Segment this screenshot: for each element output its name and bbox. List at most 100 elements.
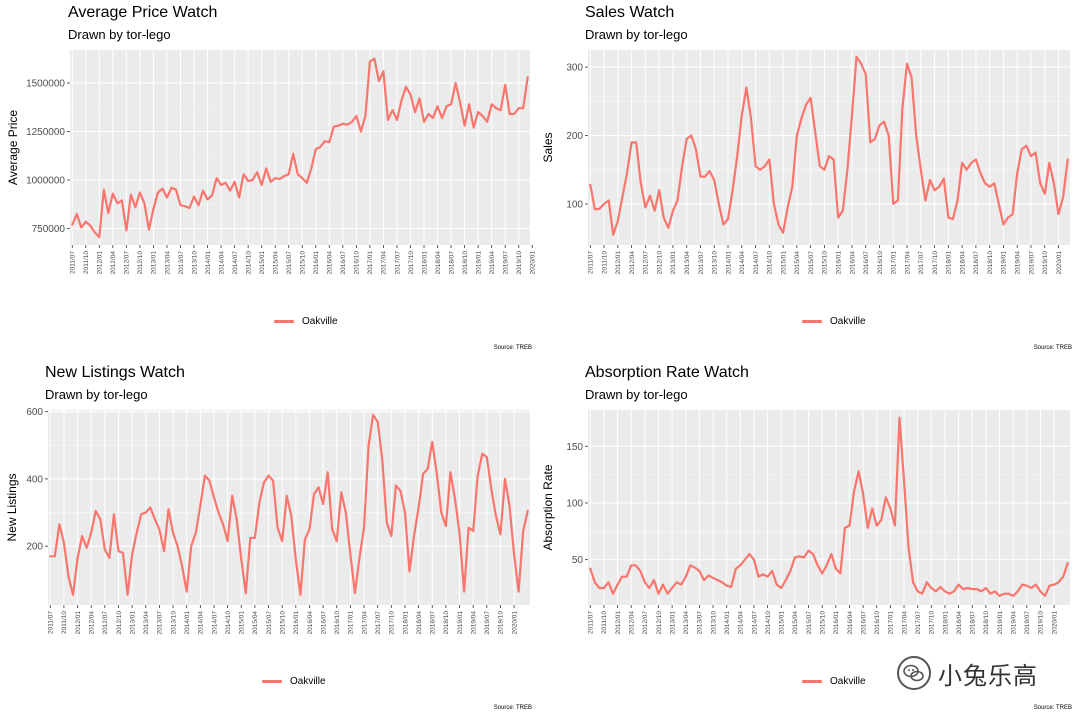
data-point (831, 553, 832, 554)
x-tick-label: 2018/10 (983, 611, 990, 635)
data-point (792, 186, 793, 187)
data-point (731, 586, 732, 587)
data-point (948, 217, 949, 218)
data-point (153, 209, 154, 210)
data-point (686, 138, 687, 139)
x-tick-label: 2019/07 (502, 251, 509, 275)
data-point (1040, 591, 1041, 592)
data-point (753, 559, 754, 560)
data-point (500, 534, 501, 535)
data-point (659, 190, 660, 191)
x-tick-label: 2012/07 (642, 611, 649, 635)
x-tick-label: 2012/04 (628, 611, 635, 635)
data-point (200, 505, 201, 506)
data-point (1035, 584, 1036, 585)
data-point (712, 577, 713, 578)
data-point (663, 217, 664, 218)
data-point (772, 570, 773, 571)
data-point (504, 478, 505, 479)
x-tick-label: 2015/04 (252, 611, 259, 635)
data-point (487, 121, 488, 122)
data-point (432, 117, 433, 118)
data-point (976, 589, 977, 590)
data-point (354, 593, 355, 594)
data-point (694, 567, 695, 568)
data-point (459, 532, 460, 533)
x-tick-label: 2016/07 (340, 251, 347, 275)
data-point (368, 445, 369, 446)
data-point (1022, 584, 1023, 585)
x-tick-label: 2016/07 (860, 611, 867, 635)
data-point (740, 565, 741, 566)
data-point (958, 584, 959, 585)
data-point (658, 593, 659, 594)
data-point (374, 58, 375, 59)
y-tick-label: 400 (26, 474, 43, 485)
x-tick-label: 2012/04 (629, 251, 636, 275)
data-point (990, 593, 991, 594)
data-point (311, 168, 312, 169)
data-point (749, 553, 750, 554)
data-point (413, 536, 414, 537)
data-point (685, 576, 686, 577)
x-tick-label: 2016/01 (313, 251, 320, 275)
legend-label: Oakville (302, 316, 338, 327)
data-point (323, 504, 324, 505)
x-tick-label: 2017/07 (394, 251, 401, 275)
x-tick-label: 2017/01 (367, 251, 374, 275)
data-point (496, 108, 497, 109)
x-tick-label: 2013/04 (684, 251, 691, 275)
line-chart: 100 200 300 2011/07 2011/10 2012/01 2012/04 201… (541, 50, 1070, 275)
data-point (318, 487, 319, 488)
data-point (284, 176, 285, 177)
x-tick-label: 2015/10 (819, 611, 826, 635)
data-point (382, 458, 383, 459)
x-tick-label: 2012/10 (116, 611, 123, 635)
data-point (72, 594, 73, 595)
data-point (796, 135, 797, 136)
data-point (1058, 214, 1059, 215)
source-note: Source: TREB (1033, 345, 1072, 351)
data-point (828, 156, 829, 157)
data-point (315, 148, 316, 149)
x-tick-label: 2018/04 (956, 611, 963, 635)
data-point (672, 210, 673, 211)
x-tick-label: 2013/07 (697, 611, 704, 635)
data-point (268, 475, 269, 476)
x-tick-label: 2016/10 (874, 611, 881, 635)
data-point (819, 166, 820, 167)
data-point (243, 174, 244, 175)
data-point (270, 181, 271, 182)
data-point (838, 217, 839, 218)
data-point (230, 190, 231, 191)
x-tick-label: 2017/07 (915, 611, 922, 635)
x-tick-label: 2013/04 (164, 251, 171, 275)
data-point (817, 565, 818, 566)
data-point (676, 582, 677, 583)
chart-title: Absorption Rate Watch (585, 364, 749, 381)
legend-key (274, 320, 294, 323)
data-point (718, 203, 719, 204)
data-point (631, 565, 632, 566)
data-point (191, 546, 192, 547)
x-tick-label: 2019/01 (1001, 251, 1008, 275)
data-point (423, 473, 424, 474)
x-tick-label: 2016/01 (835, 251, 842, 275)
data-point (396, 119, 397, 120)
data-point (769, 159, 770, 160)
data-point (925, 200, 926, 201)
data-point (626, 576, 627, 577)
data-point (737, 156, 738, 157)
x-tick-label: 2014/04 (198, 611, 205, 635)
x-tick-label: 2015/04 (792, 611, 799, 635)
data-point (468, 527, 469, 528)
y-tick-label: 200 (26, 542, 43, 553)
data-point (509, 113, 510, 114)
data-point (350, 554, 351, 555)
data-point (649, 195, 650, 196)
data-point (414, 112, 415, 113)
x-tick-label: 2011/10 (83, 251, 90, 274)
x-tick-label: 2015/01 (239, 611, 246, 635)
source-note: Source: TREB (1033, 705, 1072, 711)
series-line-oakville (589, 55, 1069, 236)
